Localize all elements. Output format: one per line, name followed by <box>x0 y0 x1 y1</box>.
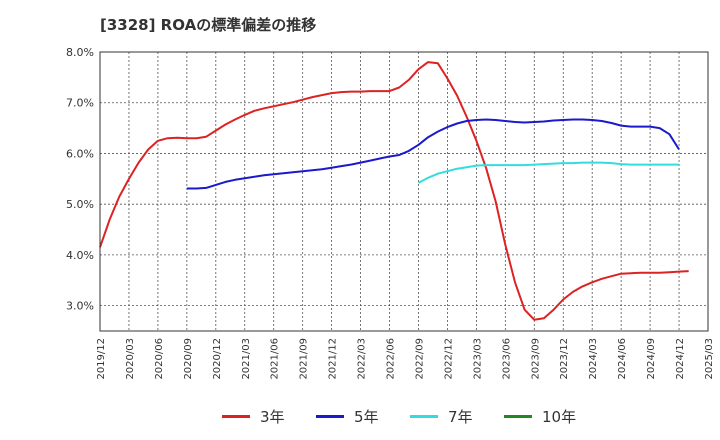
legend-label-7y: 7年 <box>448 407 473 426</box>
chart-title: [3328] ROAの標準偏差の推移 <box>100 16 317 34</box>
x-tick-label: 2019/12 <box>96 338 107 380</box>
x-tick-label: 2024/12 <box>675 338 686 380</box>
x-tick-label: 2023/03 <box>472 338 483 380</box>
series-line-0 <box>99 61 689 321</box>
x-tick-label: 2020/03 <box>125 338 136 380</box>
legend-swatch-3y <box>222 414 250 418</box>
x-tick-label: 2023/12 <box>559 338 570 380</box>
y-tick-label: 5.0% <box>66 198 94 211</box>
x-tick-label: 2020/12 <box>212 338 223 380</box>
series-line-2 <box>418 161 679 184</box>
grid-layer <box>100 51 708 331</box>
x-tick-label: 2024/06 <box>617 338 628 380</box>
x-tick-label: 2023/09 <box>530 338 541 380</box>
x-tick-label: 2021/09 <box>299 338 310 380</box>
x-axis-ticks: 2019/12 2020/03 2020/06 2020/09 2020/12 2021/… <box>96 338 715 380</box>
y-tick-label: 3.0% <box>66 300 94 313</box>
x-tick-label: 2020/06 <box>154 338 165 380</box>
legend-item-7y: 7年 <box>410 404 473 428</box>
x-tick-label: 2022/09 <box>414 338 425 380</box>
x-tick-label: 2021/06 <box>270 338 281 380</box>
legend-swatch-5y <box>316 414 344 418</box>
legend-label-3y: 3年 <box>260 407 285 426</box>
x-tick-label: 2022/03 <box>357 338 368 380</box>
x-tick-label: 2023/06 <box>501 338 512 380</box>
y-axis-ticks: 3.0% 4.0% 5.0% 6.0% 7.0% 8.0% <box>66 46 94 313</box>
x-tick-label: 2021/03 <box>241 338 252 380</box>
legend-item-5y: 5年 <box>316 404 379 428</box>
legend-swatch-7y <box>410 414 438 418</box>
y-tick-label: 8.0% <box>66 46 94 59</box>
legend-label-5y: 5年 <box>354 407 379 426</box>
legend-swatch-10y <box>504 414 532 418</box>
series-line-1 <box>186 118 680 190</box>
x-tick-label: 2024/03 <box>588 338 599 380</box>
x-tick-label: 2022/06 <box>386 338 397 380</box>
y-tick-label: 7.0% <box>66 97 94 110</box>
x-tick-label: 2025/03 <box>704 338 715 380</box>
legend: 3年 5年 7年 10年 <box>0 404 720 428</box>
legend-item-10y: 10年 <box>504 404 576 428</box>
x-tick-label: 2024/09 <box>646 338 657 380</box>
x-tick-label: 2020/09 <box>183 338 194 380</box>
y-tick-label: 4.0% <box>66 249 94 262</box>
legend-item-3y: 3年 <box>222 404 285 428</box>
plot-frame <box>99 51 709 332</box>
legend-label-10y: 10年 <box>542 407 577 426</box>
series-layer <box>99 61 689 321</box>
x-tick-label: 2021/12 <box>328 338 339 380</box>
x-tick-label: 2022/12 <box>443 338 454 380</box>
y-tick-label: 6.0% <box>66 147 94 160</box>
